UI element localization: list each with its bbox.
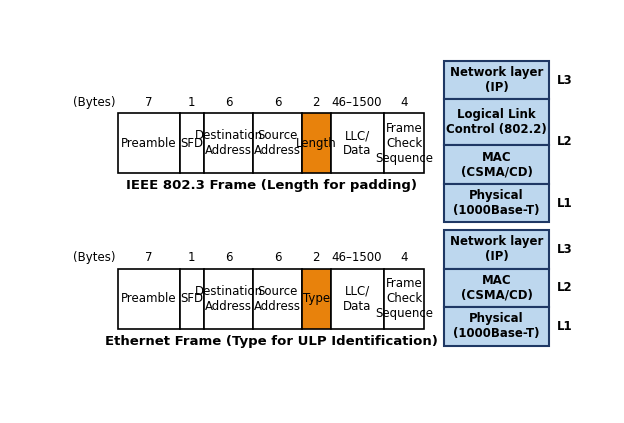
- Text: Network layer
(IP): Network layer (IP): [450, 236, 543, 264]
- FancyBboxPatch shape: [253, 269, 302, 329]
- Text: Source
Address: Source Address: [254, 285, 301, 313]
- Text: Source
Address: Source Address: [254, 129, 301, 157]
- Text: (Bytes): (Bytes): [73, 96, 115, 109]
- Text: Physical
(1000Base-T): Physical (1000Base-T): [453, 313, 540, 341]
- FancyBboxPatch shape: [253, 113, 302, 173]
- FancyBboxPatch shape: [444, 184, 549, 222]
- Text: L2: L2: [557, 135, 573, 148]
- Text: Network layer
(IP): Network layer (IP): [450, 66, 543, 94]
- FancyBboxPatch shape: [204, 113, 253, 173]
- Text: Logical Link
Control (802.2): Logical Link Control (802.2): [446, 108, 547, 136]
- Text: 1: 1: [188, 251, 195, 264]
- Text: Frame
Check
Sequence: Frame Check Sequence: [375, 277, 433, 320]
- Text: Type: Type: [303, 292, 330, 305]
- FancyBboxPatch shape: [444, 230, 549, 269]
- FancyBboxPatch shape: [302, 113, 331, 173]
- Text: L1: L1: [557, 197, 573, 210]
- Text: 4: 4: [400, 251, 407, 264]
- Text: Ethernet Frame (Type for ULP Identification): Ethernet Frame (Type for ULP Identificat…: [105, 335, 438, 348]
- Text: LLC/
Data: LLC/ Data: [343, 129, 371, 157]
- FancyBboxPatch shape: [444, 307, 549, 346]
- Text: SFD: SFD: [180, 137, 203, 150]
- Text: 6: 6: [274, 251, 281, 264]
- Text: Destination
Address: Destination Address: [195, 129, 263, 157]
- Text: (Bytes): (Bytes): [73, 251, 115, 264]
- Text: 7: 7: [145, 96, 153, 109]
- Text: L1: L1: [557, 320, 573, 333]
- Text: Frame
Check
Sequence: Frame Check Sequence: [375, 122, 433, 165]
- FancyBboxPatch shape: [180, 113, 204, 173]
- FancyBboxPatch shape: [444, 269, 549, 307]
- Text: 6: 6: [274, 96, 281, 109]
- Text: L3: L3: [557, 74, 573, 87]
- Text: LLC/
Data: LLC/ Data: [343, 285, 371, 313]
- FancyBboxPatch shape: [384, 113, 424, 173]
- FancyBboxPatch shape: [331, 113, 384, 173]
- FancyBboxPatch shape: [302, 269, 331, 329]
- Text: L2: L2: [557, 281, 573, 294]
- FancyBboxPatch shape: [384, 269, 424, 329]
- FancyBboxPatch shape: [119, 113, 180, 173]
- FancyBboxPatch shape: [444, 99, 549, 146]
- FancyBboxPatch shape: [119, 269, 180, 329]
- FancyBboxPatch shape: [180, 269, 204, 329]
- Text: Destination
Address: Destination Address: [195, 285, 263, 313]
- Text: 6: 6: [225, 96, 232, 109]
- Text: Preamble: Preamble: [121, 137, 177, 150]
- FancyBboxPatch shape: [444, 146, 549, 184]
- Text: 1: 1: [188, 96, 195, 109]
- FancyBboxPatch shape: [444, 61, 549, 99]
- Text: 4: 4: [400, 96, 407, 109]
- Text: Preamble: Preamble: [121, 292, 177, 305]
- Text: MAC
(CSMA/CD): MAC (CSMA/CD): [461, 151, 532, 179]
- FancyBboxPatch shape: [204, 269, 253, 329]
- Text: 2: 2: [313, 251, 320, 264]
- Text: MAC
(CSMA/CD): MAC (CSMA/CD): [461, 274, 532, 302]
- Text: 2: 2: [313, 96, 320, 109]
- Text: Length: Length: [296, 137, 336, 150]
- Text: Physical
(1000Base-T): Physical (1000Base-T): [453, 189, 540, 217]
- Text: SFD: SFD: [180, 292, 203, 305]
- Text: 7: 7: [145, 251, 153, 264]
- FancyBboxPatch shape: [331, 269, 384, 329]
- Text: L3: L3: [557, 243, 573, 256]
- Text: 46–1500: 46–1500: [332, 96, 383, 109]
- Text: 6: 6: [225, 251, 232, 264]
- Text: IEEE 802.3 Frame (Length for padding): IEEE 802.3 Frame (Length for padding): [126, 179, 417, 192]
- Text: 46–1500: 46–1500: [332, 251, 383, 264]
